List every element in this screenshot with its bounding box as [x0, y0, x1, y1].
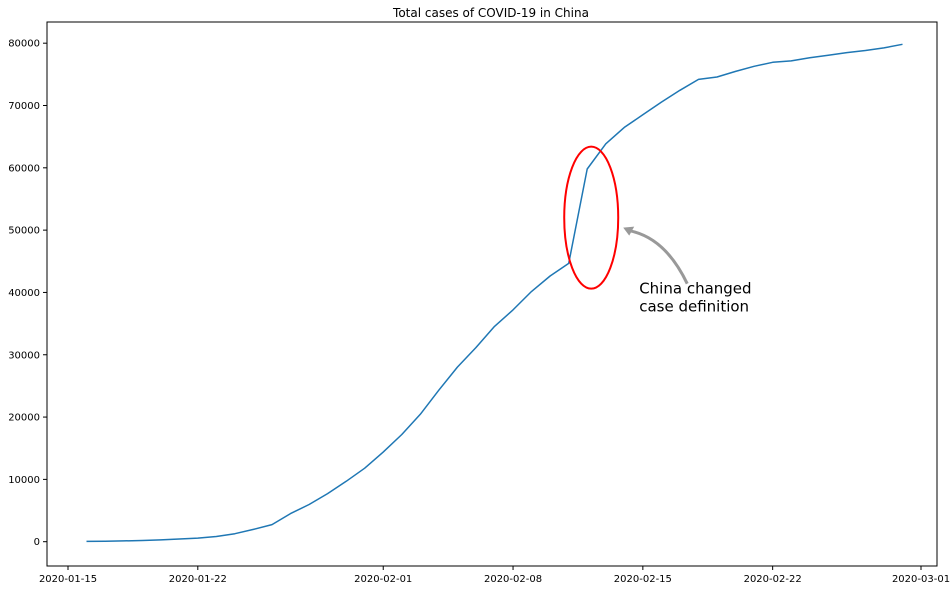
y-tick-label: 70000	[8, 101, 40, 112]
y-tick-label: 40000	[8, 288, 40, 299]
x-tick-label: 2020-02-15	[614, 574, 672, 585]
y-tick-label: 50000	[8, 226, 40, 237]
chart-title: Total cases of COVID-19 in China	[392, 6, 589, 20]
y-tick-label: 80000	[8, 39, 40, 50]
annotation-circle	[563, 145, 620, 290]
annotation-arrow	[628, 229, 689, 285]
x-tick-label: 2020-03-01	[892, 574, 950, 585]
annotation-text-line: China changed	[639, 280, 751, 298]
x-tick-label: 2020-01-22	[169, 574, 227, 585]
x-tick-label: 2020-02-01	[354, 574, 412, 585]
x-axis: 2020-01-15 2020-01-22 2020-02-01 2020-02-08…	[39, 566, 950, 585]
y-axis: 0 10000 20000 30000 40000 50000 60000 70000 8000…	[8, 39, 47, 548]
x-tick-label: 2020-02-08	[484, 574, 542, 585]
annotation-text-line: case definition	[639, 298, 749, 316]
series-line	[86, 43, 903, 543]
y-tick-label: 0	[34, 537, 40, 548]
y-tick-label: 60000	[8, 163, 40, 174]
y-tick-label: 30000	[8, 350, 40, 361]
x-tick-label: 2020-02-22	[744, 574, 802, 585]
x-tick-label: 2020-01-15	[39, 574, 97, 585]
series-group	[86, 43, 903, 543]
plot-area-frame	[46, 21, 938, 567]
y-tick-label: 20000	[8, 413, 40, 424]
y-tick-label: 10000	[8, 475, 40, 486]
annotation-arrowhead	[623, 226, 635, 236]
